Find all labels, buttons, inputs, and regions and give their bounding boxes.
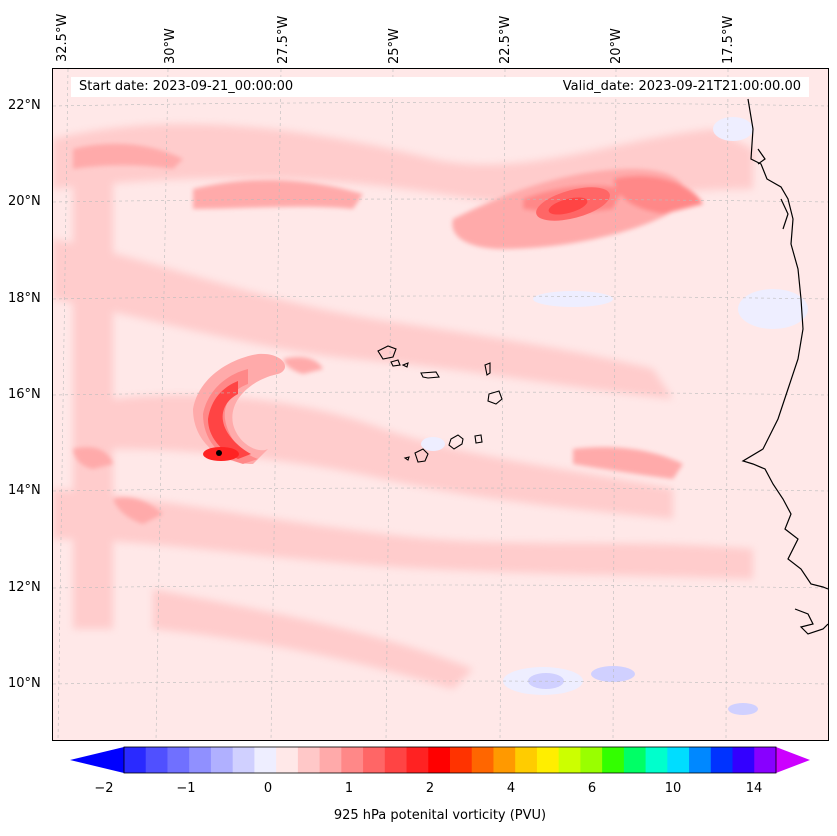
colorbar-cell	[732, 747, 755, 773]
lon-label-30w: 30°W	[163, 28, 178, 64]
graticule	[53, 69, 828, 740]
pv-field	[53, 69, 828, 740]
colorbar-left-arrow	[70, 747, 124, 773]
colorbar-cell	[428, 747, 451, 773]
lon-label-25w: 25°W	[387, 28, 402, 64]
start-date-label: Start date: 2023-09-21_00:00:00	[79, 79, 294, 94]
lat-label-10n: 10°N	[8, 676, 41, 691]
map-panel[interactable]: Start date: 2023-09-21_00:00:00 Valid_da…	[52, 68, 829, 741]
colorbar-cell	[406, 747, 429, 773]
colorbar-cell	[536, 747, 560, 773]
colorbar-cell	[167, 747, 190, 773]
colorbar-cell	[493, 747, 516, 773]
colorbar-tick: 1	[344, 781, 354, 796]
colorbar-tick: −1	[176, 781, 196, 796]
colorbar-tick: 14	[745, 781, 763, 796]
pv-streak-core	[536, 187, 610, 221]
colorbar-cell	[689, 747, 712, 773]
colorbar-cell	[450, 747, 473, 773]
pv-negative-patches	[421, 117, 808, 715]
lon-label-20w: 20°W	[609, 28, 624, 64]
colorbar-cell	[384, 747, 408, 773]
colorbar-cell	[667, 747, 690, 773]
coastline	[741, 98, 828, 635]
lon-label-22-5w: 22.5°W	[498, 15, 513, 64]
lat-label-16n: 16°N	[8, 387, 41, 402]
colorbar-cell	[754, 747, 777, 773]
colorbar-cell	[363, 747, 386, 773]
colorbar-cell	[710, 747, 734, 773]
colorbar-cell	[319, 747, 342, 773]
colorbar-cell	[341, 747, 364, 773]
lat-label-18n: 18°N	[8, 291, 41, 306]
colorbar-cell	[602, 747, 625, 773]
colorbar-tick: −2	[94, 781, 114, 796]
lon-label-32-5w: 32.5°W	[55, 13, 70, 62]
lat-label-14n: 14°N	[8, 483, 41, 498]
colorbar-cell	[297, 747, 321, 773]
lon-label-27-5w: 27.5°W	[276, 15, 291, 64]
colorbar-tick: 6	[587, 781, 597, 796]
colorbar-cell	[276, 747, 299, 773]
lat-label-12n: 12°N	[8, 580, 41, 595]
colorbar-right-arrow	[776, 747, 810, 773]
valid-date-label: Valid_date: 2023-09-21T21:00:00.00	[562, 79, 801, 94]
colorbar-cell	[623, 747, 647, 773]
colorbar-cell	[471, 747, 494, 773]
colorbar-cell	[145, 747, 168, 773]
info-bar: Start date: 2023-09-21_00:00:00 Valid_da…	[71, 77, 809, 97]
colorbar-cell	[124, 747, 147, 773]
colorbar-tick: 10	[664, 781, 682, 796]
colorbar-tick: 2	[425, 781, 435, 796]
colorbar-cell	[254, 747, 277, 773]
lat-label-22n: 22°N	[8, 98, 41, 113]
colorbar-label: 925 hPa potenital vorticity (PVU)	[333, 808, 547, 823]
colorbar-cell	[189, 747, 212, 773]
lon-label-17-5w: 17.5°W	[721, 15, 736, 64]
colorbar-cell	[232, 747, 255, 773]
cape-verde-islands	[377, 345, 503, 463]
colorbar-cell	[210, 747, 234, 773]
colorbar-cell	[515, 747, 538, 773]
colorbar-cell	[558, 747, 581, 773]
colorbar-cell	[580, 747, 603, 773]
colorbar-tick: 0	[263, 781, 273, 796]
colorbar	[70, 746, 810, 774]
colorbar-tick: 4	[506, 781, 516, 796]
colorbar-cell	[645, 747, 668, 773]
lat-label-20n: 20°N	[8, 194, 41, 209]
